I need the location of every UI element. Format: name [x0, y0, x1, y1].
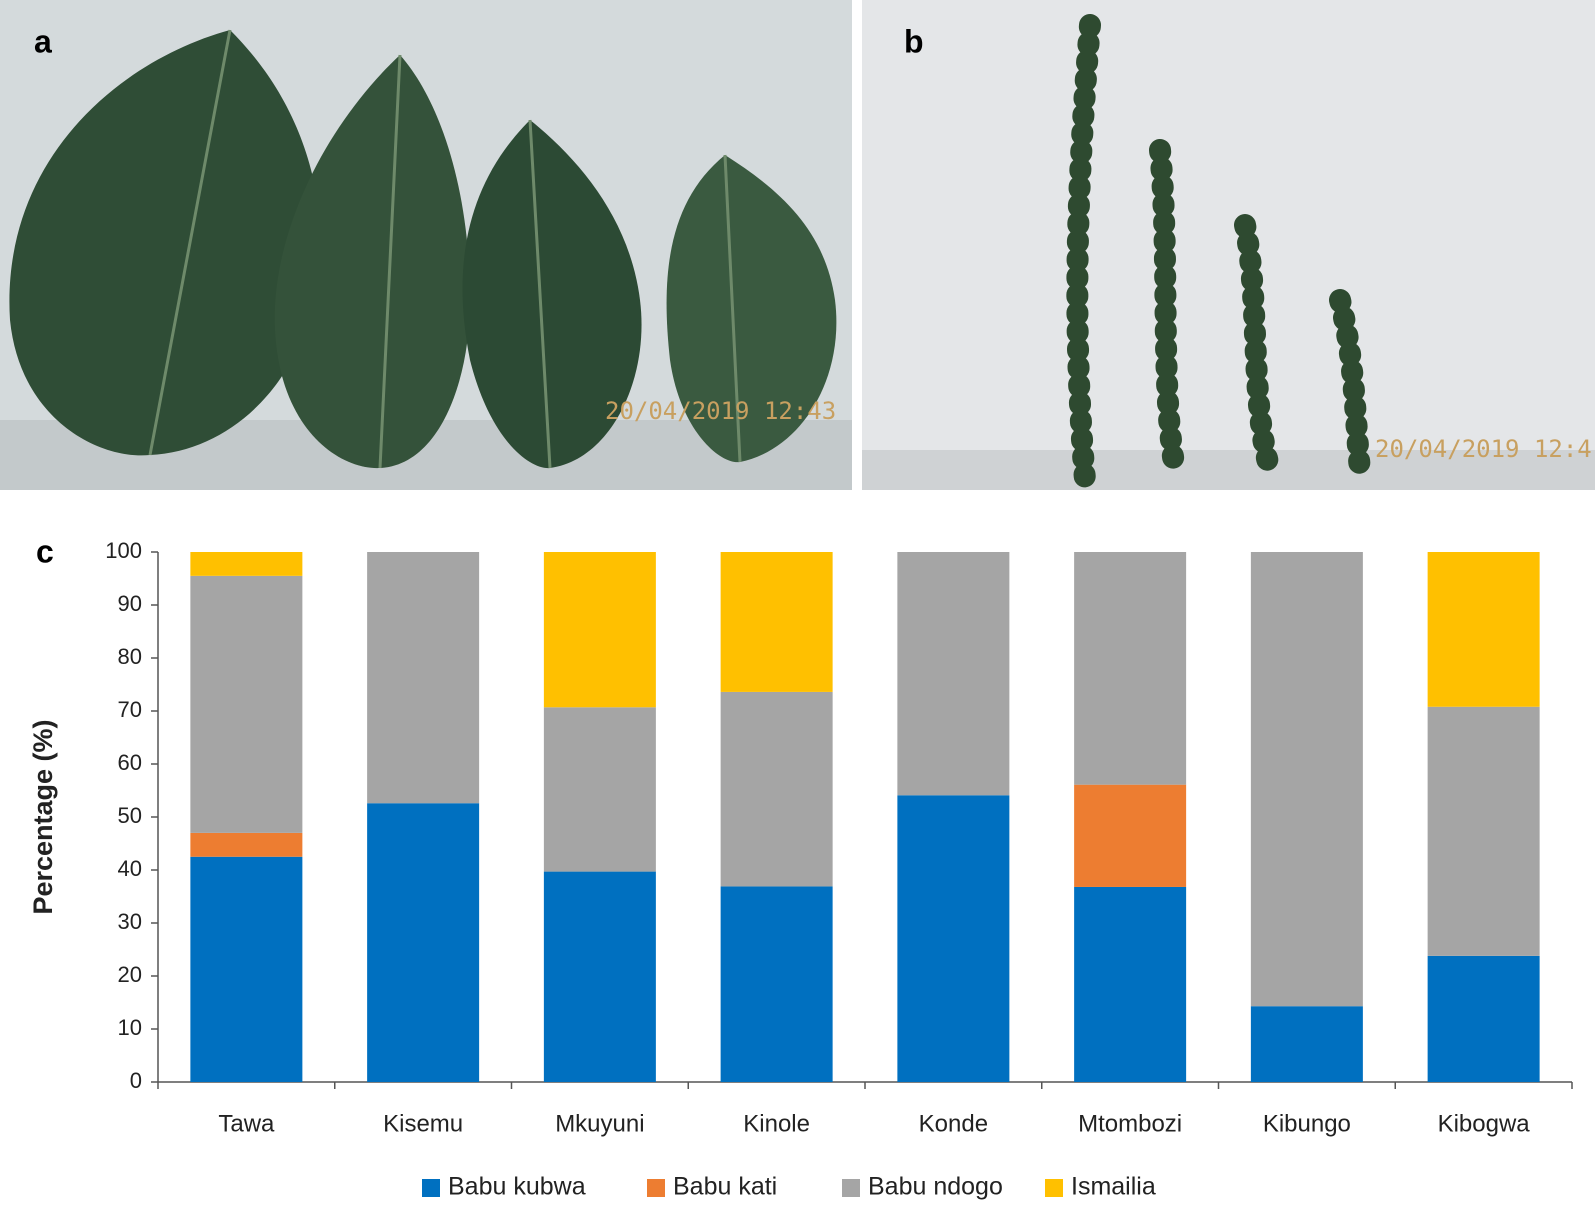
- photo-leaves: [0, 0, 852, 490]
- y-tick-label: 70: [118, 697, 142, 722]
- y-tick-label: 30: [118, 909, 142, 934]
- y-axis-title: Percentage (%): [28, 719, 58, 914]
- legend-label: Babu kubwa: [448, 1173, 586, 1201]
- y-tick-label: 40: [118, 856, 142, 881]
- bar-segment: [1427, 706, 1540, 956]
- y-tick-label: 100: [105, 538, 142, 563]
- bar-segment: [1074, 784, 1187, 887]
- x-tick-label: Kibungo: [1263, 1110, 1351, 1137]
- y-tick-label: 90: [118, 591, 142, 616]
- bar-segment: [190, 856, 303, 1082]
- bar-segment: [720, 886, 833, 1082]
- photo-timestamp: 20/04/2019 12:4: [1375, 435, 1592, 463]
- panel-label: a: [34, 23, 52, 59]
- bar-segment: [367, 803, 480, 1082]
- bar-segment: [543, 871, 656, 1082]
- bar-segment: [190, 575, 303, 833]
- photo-timestamp: 20/04/2019 12:43: [605, 397, 836, 425]
- x-tick-label: Kisemu: [383, 1110, 463, 1137]
- legend-swatch: [647, 1179, 665, 1197]
- legend-swatch: [422, 1179, 440, 1197]
- legend-swatch: [1045, 1179, 1063, 1197]
- x-tick-label: Mtombozi: [1078, 1110, 1182, 1137]
- legend-swatch: [842, 1179, 860, 1197]
- y-tick-label: 0: [130, 1068, 142, 1093]
- panel-label: c: [36, 533, 54, 569]
- photo-spikes: [862, 0, 1595, 491]
- bar-segment: [543, 707, 656, 872]
- bar-segment: [897, 552, 1010, 796]
- x-tick-label: Mkuyuni: [555, 1110, 644, 1137]
- bar-segment: [1074, 552, 1187, 785]
- bar-segment: [190, 552, 303, 576]
- bar-segment: [720, 552, 833, 692]
- panel-label: b: [904, 23, 924, 59]
- y-tick-label: 20: [118, 962, 142, 987]
- bar-segment: [1427, 955, 1540, 1082]
- bar-segment: [720, 691, 833, 887]
- bar-segment: [1250, 1006, 1363, 1082]
- legend-label: Babu kati: [673, 1173, 777, 1201]
- y-tick-label: 10: [118, 1015, 142, 1040]
- y-tick-label: 80: [118, 644, 142, 669]
- bar-segment: [1427, 552, 1540, 707]
- bar-segment: [1074, 886, 1187, 1082]
- y-tick-label: 60: [118, 750, 142, 775]
- legend-label: Babu ndogo: [868, 1173, 1003, 1201]
- bar-segment: [190, 832, 303, 857]
- x-tick-label: Tawa: [218, 1110, 275, 1137]
- y-tick-label: 50: [118, 803, 142, 828]
- x-tick-label: Kibogwa: [1438, 1110, 1531, 1137]
- bar-segment: [367, 552, 480, 804]
- bar-segment: [1250, 552, 1363, 1007]
- legend-label: Ismailia: [1071, 1173, 1156, 1201]
- x-tick-label: Kinole: [743, 1110, 810, 1137]
- bar-segment: [897, 795, 1010, 1082]
- bar-segment: [543, 552, 656, 708]
- x-tick-label: Konde: [919, 1110, 988, 1137]
